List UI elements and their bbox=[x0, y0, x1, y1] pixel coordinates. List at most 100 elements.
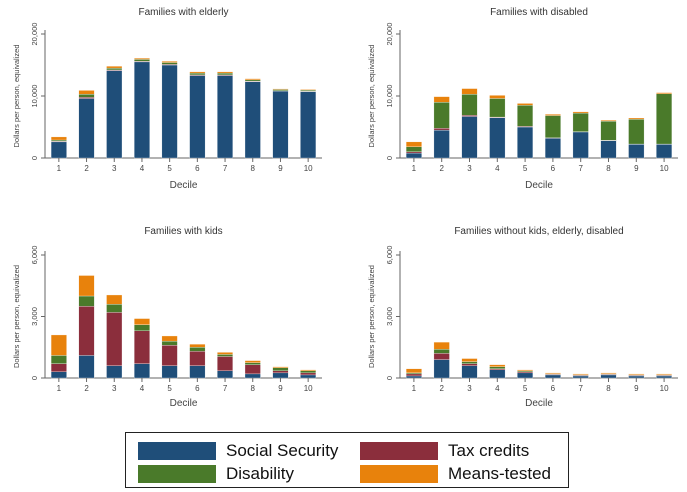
bar-segment-tax-credits bbox=[517, 371, 534, 374]
bar-segment-disability bbox=[489, 98, 506, 118]
bar-segment-social-security bbox=[161, 365, 178, 379]
bar-segment-disability bbox=[217, 354, 233, 357]
bar-segment-social-security bbox=[628, 144, 645, 159]
y-tick-label: 0 bbox=[385, 376, 394, 380]
legend-swatch bbox=[360, 442, 438, 460]
bar-segment-social-security bbox=[244, 81, 261, 159]
legend-label: Disability bbox=[226, 464, 295, 483]
bar-segment-social-security bbox=[134, 363, 150, 379]
bar-segment-means-tested bbox=[189, 71, 206, 74]
bar-segment-disability bbox=[134, 324, 150, 332]
bar-segment-means-tested bbox=[217, 352, 233, 355]
legend: Social Security Tax credits Disability M… bbox=[125, 432, 569, 488]
bar-segment-means-tested bbox=[134, 318, 150, 325]
x-tick-label: 3 bbox=[112, 164, 117, 173]
bar-segment-social-security bbox=[433, 359, 450, 379]
bar-segment-disability bbox=[161, 62, 178, 65]
x-tick-label: 6 bbox=[195, 384, 200, 393]
bar-segment-tax-credits bbox=[244, 364, 261, 375]
bar-segment-disability bbox=[300, 370, 317, 374]
bar-segment-means-tested bbox=[50, 136, 67, 141]
bar-segment-means-tested bbox=[272, 88, 289, 90]
bar-segment-disability bbox=[656, 93, 673, 145]
x-tick-label: 9 bbox=[278, 384, 283, 393]
x-tick-label: 7 bbox=[223, 164, 228, 173]
x-tick-label: 4 bbox=[495, 384, 500, 393]
panel-title: Families without kids, elderly, disabled bbox=[454, 226, 623, 237]
bar-segment-social-security bbox=[656, 375, 673, 379]
y-axis-title: Dollars per person, equivalized bbox=[12, 265, 21, 368]
x-tick-label: 2 bbox=[439, 164, 444, 173]
y-tick-label: 6,000 bbox=[30, 246, 39, 265]
bar-segment-means-tested bbox=[300, 89, 317, 91]
bar-segment-means-tested bbox=[433, 341, 450, 350]
x-tick-label: 8 bbox=[251, 164, 256, 173]
bar-segment-social-security bbox=[189, 365, 206, 379]
x-tick-label: 7 bbox=[223, 384, 228, 393]
x-axis-title: Decile bbox=[170, 180, 198, 191]
bar-segment-tax-credits bbox=[489, 368, 506, 370]
bar-segment-means-tested bbox=[656, 92, 673, 94]
bar-segment-means-tested bbox=[189, 344, 206, 348]
bar-segment-social-security bbox=[572, 375, 589, 379]
x-tick-label: 8 bbox=[606, 164, 611, 173]
bar-segment-means-tested bbox=[134, 58, 150, 60]
bar-segment-means-tested bbox=[217, 71, 233, 74]
bar-segment-means-tested bbox=[272, 366, 289, 368]
bar-segment-disability bbox=[78, 93, 95, 98]
bar-segment-means-tested bbox=[161, 335, 178, 342]
bar-segment-means-tested bbox=[106, 66, 123, 69]
bar-segment-disability bbox=[78, 295, 95, 307]
bar-segment-means-tested bbox=[106, 294, 123, 305]
bar-segment-social-security bbox=[161, 64, 178, 159]
x-tick-label: 7 bbox=[578, 384, 583, 393]
y-tick-label: 3,000 bbox=[30, 307, 39, 326]
bar-segment-means-tested bbox=[461, 358, 478, 362]
x-tick-label: 9 bbox=[634, 164, 639, 173]
bar-segment-disability bbox=[544, 115, 561, 138]
x-tick-label: 10 bbox=[304, 384, 313, 393]
bar-segment-disability bbox=[106, 67, 123, 71]
bar-segment-tax-credits bbox=[405, 373, 422, 377]
bar-segment-social-security bbox=[656, 144, 673, 159]
y-tick-label: 0 bbox=[385, 156, 394, 160]
y-tick-label: 10,000 bbox=[30, 85, 39, 108]
x-tick-label: 5 bbox=[523, 384, 528, 393]
bar-segment-disability bbox=[572, 112, 589, 132]
x-axis-title: Decile bbox=[170, 398, 198, 409]
bar-segment-tax-credits bbox=[189, 351, 206, 366]
y-axis-title: Dollars per person, equivalized bbox=[12, 45, 21, 148]
bar-segment-social-security bbox=[433, 129, 450, 159]
bar-segment-disability bbox=[628, 119, 645, 145]
legend-swatch bbox=[138, 442, 216, 460]
bar-segment-means-tested bbox=[433, 96, 450, 103]
x-axis-title: Decile bbox=[525, 398, 553, 409]
bar-segment-disability bbox=[272, 89, 289, 91]
legend-label: Social Security bbox=[226, 441, 339, 460]
x-tick-label: 1 bbox=[57, 384, 62, 393]
bar-segment-means-tested bbox=[405, 141, 422, 147]
x-axis-title: Decile bbox=[525, 180, 553, 191]
bar-segment-tax-credits bbox=[217, 356, 233, 371]
bar-segment-social-security bbox=[517, 372, 534, 379]
bar-segment-social-security bbox=[544, 138, 561, 159]
panel-title: Families with kids bbox=[144, 226, 222, 237]
bar-segment-disability bbox=[600, 120, 617, 141]
bar-segment-means-tested bbox=[572, 111, 589, 114]
x-tick-label: 6 bbox=[551, 384, 556, 393]
bar-segment-disability bbox=[461, 93, 478, 116]
legend-swatch bbox=[360, 465, 438, 483]
bar-segment-means-tested bbox=[78, 90, 95, 95]
legend-swatch bbox=[138, 465, 216, 483]
bar-segment-means-tested bbox=[405, 368, 422, 374]
x-tick-label: 8 bbox=[606, 384, 611, 393]
x-tick-label: 6 bbox=[195, 164, 200, 173]
bar-segment-social-security bbox=[489, 369, 506, 379]
bar-segment-tax-credits bbox=[78, 97, 95, 99]
bar-segment-social-security bbox=[544, 374, 561, 379]
bar-segment-social-security bbox=[78, 98, 95, 159]
bar-segment-social-security bbox=[50, 141, 67, 159]
x-tick-label: 5 bbox=[167, 164, 172, 173]
legend-item-social-security: Social Security bbox=[138, 441, 338, 461]
